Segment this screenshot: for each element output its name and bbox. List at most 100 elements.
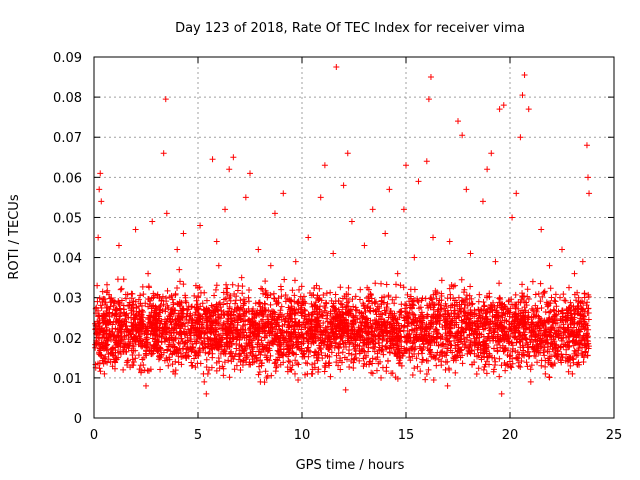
data-point (160, 150, 167, 157)
data-point (280, 190, 287, 197)
data-point (259, 322, 266, 329)
data-point (479, 198, 486, 205)
y-tick-label: 0.06 (53, 171, 82, 186)
data-point (353, 354, 360, 361)
data-point (238, 274, 245, 281)
data-point (317, 194, 324, 201)
y-tick-label: 0.02 (53, 332, 82, 347)
data-point (98, 198, 105, 205)
data-point (309, 370, 316, 377)
data-point (519, 92, 526, 99)
data-point (184, 334, 191, 341)
data-point (143, 382, 149, 389)
x-tick-label: 10 (294, 428, 311, 443)
y-tick-label: 0.04 (53, 252, 82, 267)
data-point (450, 310, 457, 317)
data-point (425, 96, 432, 103)
data-point (563, 334, 570, 341)
data-point (315, 354, 322, 361)
data-point (567, 362, 574, 369)
data-point (115, 242, 122, 249)
data-point (373, 306, 380, 313)
data-point (365, 338, 372, 345)
data-point (569, 370, 576, 377)
data-point (382, 230, 389, 237)
data-point (267, 262, 274, 269)
data-point (446, 238, 453, 245)
data-point (455, 118, 461, 125)
data-point (430, 234, 437, 241)
data-point (415, 178, 422, 185)
x-tick-labels: 0 5 10 15 20 25 (90, 428, 622, 443)
data-point (527, 378, 534, 385)
data-point (132, 226, 139, 233)
data-point (292, 258, 299, 265)
data-point (357, 286, 364, 293)
data-point (172, 370, 179, 377)
data-point (140, 354, 147, 361)
data-point (583, 142, 590, 149)
data-point (197, 222, 204, 229)
data-point (517, 134, 524, 141)
data-point (579, 258, 586, 265)
chart-title: Day 123 of 2018, Rate Of TEC Index for r… (175, 21, 525, 36)
data-point (340, 182, 347, 189)
data-point (342, 386, 349, 393)
y-tick-label: 0.07 (53, 131, 82, 146)
data-point (575, 298, 582, 305)
data-point (209, 156, 216, 163)
data-point (585, 174, 591, 181)
data-point (500, 102, 507, 109)
x-tick-label: 15 (398, 428, 415, 443)
data-point (361, 242, 368, 249)
data-point (247, 170, 253, 177)
data-point (174, 246, 181, 253)
x-axis-label: GPS time / hours (296, 458, 405, 473)
data-point (136, 338, 143, 345)
data-point (176, 266, 183, 273)
data-point (504, 362, 511, 369)
data-point (400, 206, 407, 213)
y-tick-label: 0 (74, 412, 82, 427)
data-point (542, 370, 549, 377)
data-point (124, 326, 131, 333)
data-point (153, 346, 160, 353)
data-point (230, 154, 237, 161)
x-tick-label: 25 (606, 428, 623, 443)
data-point (288, 366, 295, 373)
data-point (205, 306, 212, 313)
y-tick-label: 0.09 (53, 51, 82, 66)
data-point (442, 366, 449, 373)
data-point (257, 378, 264, 385)
data-point (149, 218, 156, 225)
data-point (330, 250, 337, 257)
data-point (550, 306, 557, 313)
plot-frame (93, 56, 615, 419)
data-point (120, 366, 127, 373)
data-point (242, 194, 249, 201)
x-tick-label: 20 (502, 428, 519, 443)
data-point (96, 186, 103, 193)
y-tick-label: 0.05 (53, 211, 82, 226)
data-point (467, 250, 474, 257)
y-tick-label: 0.08 (53, 91, 82, 106)
data-point (496, 106, 503, 113)
data-point (103, 342, 110, 349)
data-point (484, 166, 491, 173)
data-point (97, 170, 104, 177)
data-point (348, 218, 355, 225)
data-point (521, 72, 528, 79)
data-points (92, 64, 593, 397)
data-point (94, 282, 101, 289)
data-point (145, 270, 152, 277)
y-tick-labels: 0 0.01 0.02 0.03 0.04 0.05 0.06 0.07 0.08 0.09 (53, 51, 82, 427)
data-point (423, 158, 430, 165)
data-point (546, 262, 553, 269)
data-point (234, 330, 241, 337)
y-axis-label: ROTI / TECUs (7, 194, 22, 279)
data-point (255, 246, 262, 253)
data-point (313, 282, 320, 289)
data-point (411, 254, 418, 261)
data-point (203, 390, 210, 397)
